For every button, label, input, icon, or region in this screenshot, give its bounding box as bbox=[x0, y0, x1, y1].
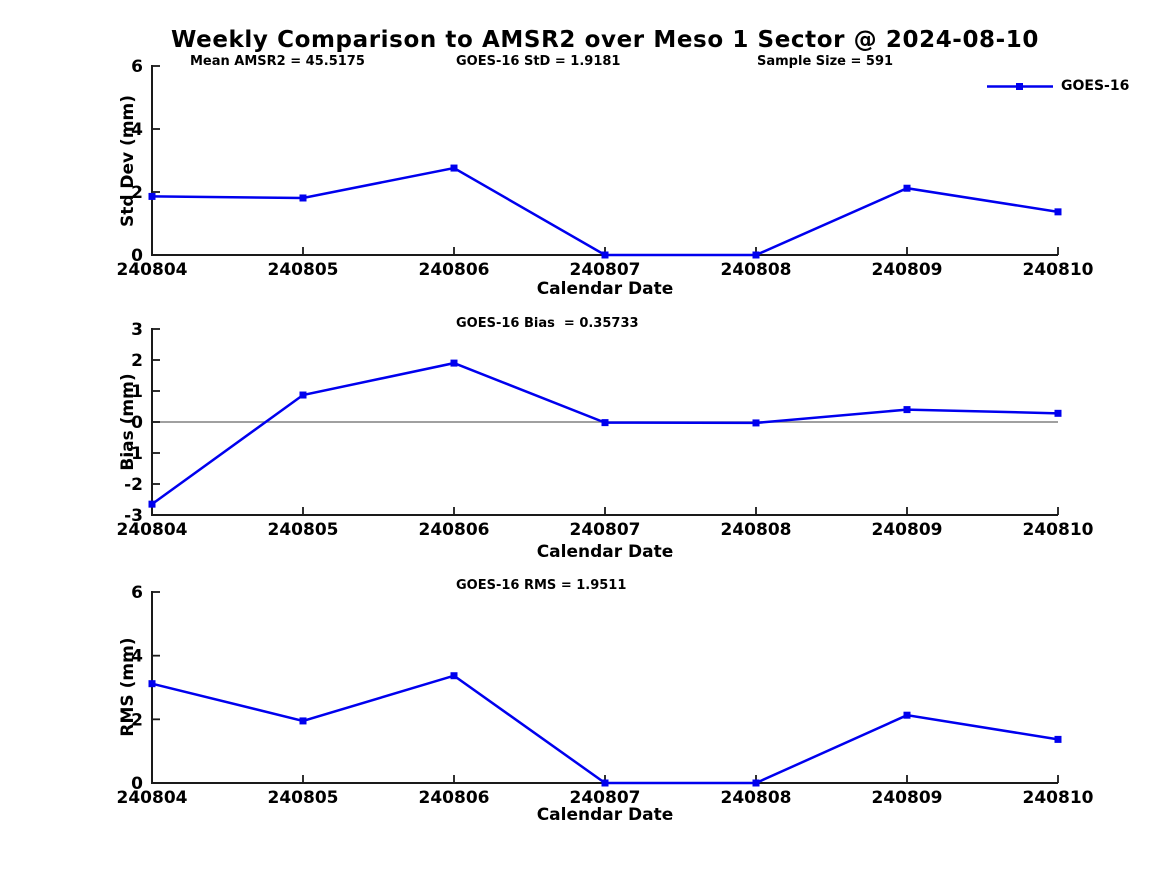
stddev-chart: 0 2 4 6 240804 240805 240806 240807 240808 240809… bbox=[117, 57, 1094, 280]
svg-text:0: 0 bbox=[131, 413, 143, 433]
svg-text:240807: 240807 bbox=[570, 260, 641, 280]
annotation-goes16-std: GOES-16 StD = 1.9181 bbox=[456, 54, 621, 69]
xlabel-bias: Calendar Date bbox=[536, 542, 674, 562]
ylabel-rms: RMS (mm) bbox=[118, 637, 138, 737]
svg-text:-1: -1 bbox=[124, 444, 143, 464]
svg-text:240809: 240809 bbox=[872, 260, 943, 280]
svg-text:240804: 240804 bbox=[117, 520, 188, 540]
annotation-mean-amsr2: Mean AMSR2 = 45.5175 bbox=[190, 54, 365, 69]
svg-text:2: 2 bbox=[131, 351, 143, 371]
svg-text:0: 0 bbox=[131, 246, 143, 266]
svg-text:240804: 240804 bbox=[117, 260, 188, 280]
svg-text:4: 4 bbox=[131, 647, 143, 667]
svg-text:2: 2 bbox=[131, 710, 143, 730]
svg-text:6: 6 bbox=[131, 583, 143, 603]
svg-text:240806: 240806 bbox=[419, 788, 490, 808]
svg-text:240806: 240806 bbox=[419, 520, 490, 540]
svg-text:240810: 240810 bbox=[1023, 260, 1094, 280]
xlabel-stddev: Calendar Date bbox=[536, 279, 674, 299]
svg-text:240805: 240805 bbox=[268, 260, 339, 280]
legend-line-icon bbox=[987, 82, 1053, 90]
annotation-goes16-bias: GOES-16 Bias = 0.35733 bbox=[456, 316, 639, 331]
svg-text:240808: 240808 bbox=[721, 260, 792, 280]
svg-text:240804: 240804 bbox=[117, 788, 188, 808]
svg-text:240807: 240807 bbox=[570, 788, 641, 808]
ylabel-stddev: Std Dev (mm) bbox=[118, 94, 138, 228]
svg-text:-3: -3 bbox=[124, 506, 143, 526]
svg-text:240808: 240808 bbox=[721, 788, 792, 808]
svg-text:240806: 240806 bbox=[419, 260, 490, 280]
legend-label: GOES-16 bbox=[1061, 78, 1130, 94]
svg-text:240810: 240810 bbox=[1023, 520, 1094, 540]
svg-text:240808: 240808 bbox=[721, 520, 792, 540]
xlabel-rms: Calendar Date bbox=[536, 805, 674, 825]
rms-chart: 0 2 4 6 240804 240805 240806 240807 240808 240809… bbox=[117, 583, 1094, 808]
svg-text:1: 1 bbox=[131, 382, 143, 402]
annotation-goes16-rms: GOES-16 RMS = 1.9511 bbox=[456, 578, 627, 593]
svg-text:-2: -2 bbox=[124, 475, 143, 495]
svg-text:6: 6 bbox=[131, 57, 143, 77]
svg-text:2: 2 bbox=[131, 183, 143, 203]
svg-text:3: 3 bbox=[131, 320, 143, 340]
svg-text:240805: 240805 bbox=[268, 788, 339, 808]
ylabel-bias: Bias (mm) bbox=[118, 373, 138, 471]
svg-text:4: 4 bbox=[131, 120, 143, 140]
annotation-sample-size: Sample Size = 591 bbox=[757, 54, 894, 69]
svg-text:240807: 240807 bbox=[570, 520, 641, 540]
legend: GOES-16 bbox=[987, 78, 1129, 94]
svg-text:0: 0 bbox=[131, 774, 143, 794]
svg-text:240809: 240809 bbox=[872, 788, 943, 808]
svg-text:240809: 240809 bbox=[872, 520, 943, 540]
svg-text:240810: 240810 bbox=[1023, 788, 1094, 808]
page-title: Weekly Comparison to AMSR2 over Meso 1 S… bbox=[170, 27, 1040, 53]
svg-text:240805: 240805 bbox=[268, 520, 339, 540]
